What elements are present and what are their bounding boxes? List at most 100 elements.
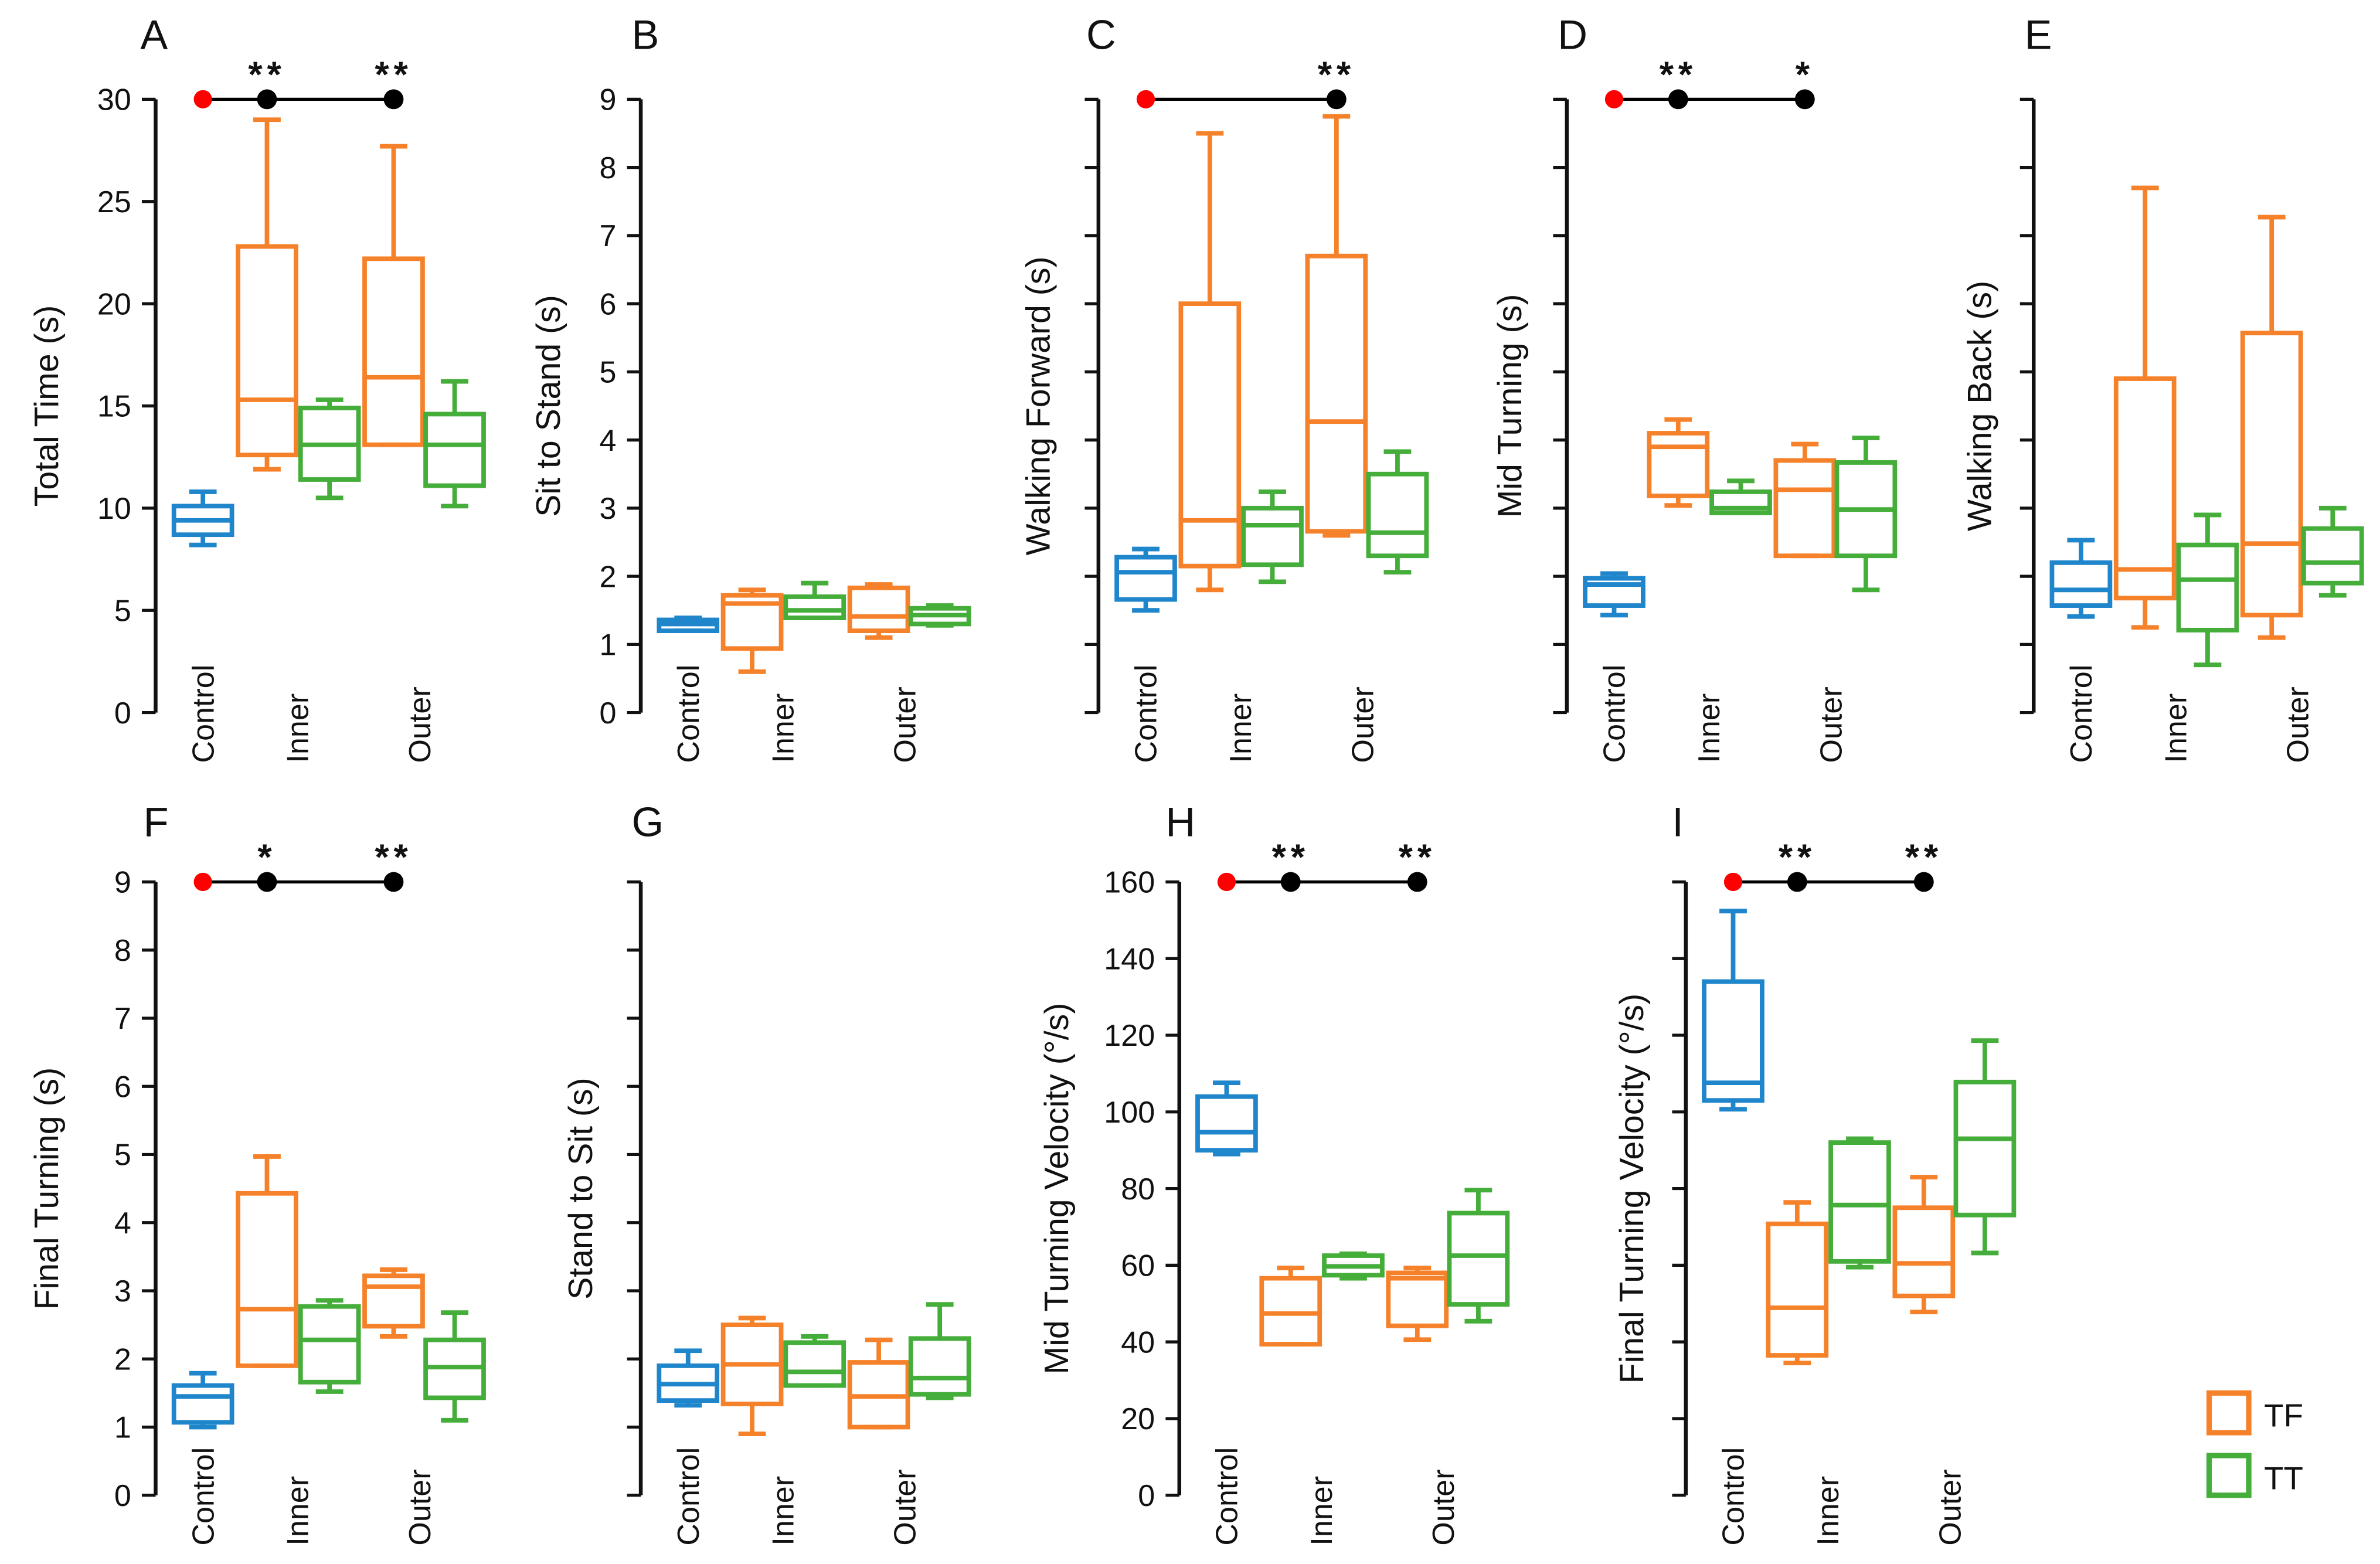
panel-letter: B bbox=[631, 11, 659, 57]
box-control bbox=[1583, 571, 1645, 618]
y-tick-label: 120 bbox=[1104, 1019, 1155, 1053]
iqr-box bbox=[2176, 542, 2239, 633]
box-inner-tt bbox=[783, 1334, 846, 1388]
panel-letter: I bbox=[1672, 798, 1684, 845]
y-tick-label: 5 bbox=[599, 356, 616, 390]
x-category-label: Outer bbox=[889, 1469, 923, 1545]
reference-dot bbox=[1217, 872, 1236, 892]
box-control bbox=[171, 489, 234, 548]
box-control bbox=[2049, 538, 2113, 619]
box-outer-tf bbox=[2240, 215, 2303, 640]
box-control bbox=[1195, 1080, 1258, 1157]
iqr-box bbox=[236, 1191, 298, 1368]
panel-letter: E bbox=[2025, 11, 2052, 57]
y-tick-label: 140 bbox=[1104, 942, 1155, 976]
iqr-box bbox=[423, 412, 486, 488]
box-outer-tf bbox=[362, 1267, 425, 1339]
box-inner-tf bbox=[236, 1154, 298, 1368]
significance-stars-inner: * bbox=[257, 837, 276, 878]
box-inner-tf bbox=[236, 117, 298, 472]
y-tick-label: 9 bbox=[114, 866, 131, 900]
y-axis-title: Walking Forward (s) bbox=[1020, 256, 1058, 555]
significance-dot-outer bbox=[1326, 89, 1347, 110]
box-inner-tt bbox=[298, 397, 361, 501]
y-axis-title: Mid Turning (s) bbox=[1491, 294, 1529, 518]
box-outer-tf bbox=[362, 144, 425, 447]
significance-stars-outer: ** bbox=[375, 837, 412, 878]
significance-dot-inner bbox=[257, 89, 277, 110]
y-tick-label: 4 bbox=[114, 1206, 131, 1240]
x-category-label: Outer bbox=[1427, 1469, 1461, 1545]
panel-letter: H bbox=[1165, 798, 1195, 845]
y-axis-title: Stand to Sit (s) bbox=[562, 1077, 600, 1300]
significance-stars-inner: ** bbox=[1272, 837, 1310, 878]
box-outer-tt bbox=[1366, 449, 1429, 575]
legend: TF TT bbox=[2206, 1390, 2303, 1498]
y-axis-title: Final Turning (s) bbox=[28, 1067, 66, 1310]
significance-dot-inner bbox=[1668, 89, 1688, 110]
legend-swatch-tt bbox=[2206, 1453, 2252, 1498]
x-category-label: Outer bbox=[403, 686, 437, 763]
box-inner-tt bbox=[1709, 478, 1772, 515]
iqr-box bbox=[1773, 458, 1837, 559]
legend-label-tf: TF bbox=[2264, 1398, 2303, 1434]
box-control bbox=[171, 1371, 234, 1430]
y-tick-label: 40 bbox=[1121, 1325, 1155, 1359]
box-inner-tt bbox=[1322, 1251, 1385, 1281]
panel-e: E Walking Back (s) Control Inner Outer bbox=[1961, 11, 2364, 763]
iqr-box bbox=[847, 585, 910, 633]
reference-dot bbox=[193, 90, 212, 108]
iqr-box bbox=[720, 593, 784, 651]
y-tick-label: 15 bbox=[97, 390, 131, 424]
box-inner-tt bbox=[298, 1298, 361, 1394]
iqr-box bbox=[236, 244, 298, 458]
legend-label-tt: TT bbox=[2264, 1460, 2303, 1496]
legend-swatch-tf bbox=[2206, 1390, 2252, 1436]
iqr-box bbox=[1828, 1140, 1891, 1264]
box-outer-tf bbox=[1305, 114, 1368, 538]
significance-dot-outer bbox=[383, 89, 404, 110]
significance-dot-inner bbox=[257, 872, 277, 892]
y-tick-label: 3 bbox=[114, 1274, 131, 1308]
x-category-label: Control bbox=[1211, 1447, 1245, 1546]
panel-h: H 0 20 40 60 80 100 120 140 160 Mid Turning Veloci… bbox=[1038, 798, 1510, 1546]
iqr-box bbox=[1114, 555, 1177, 602]
x-category-label: Control bbox=[186, 665, 220, 763]
y-tick-label: 0 bbox=[114, 696, 131, 730]
y-tick-label: 80 bbox=[1121, 1172, 1155, 1206]
box-inner-tf bbox=[1178, 131, 1242, 593]
y-tick-label: 5 bbox=[114, 1138, 131, 1172]
x-category-label: Inner bbox=[281, 1476, 315, 1546]
y-tick-label: 6 bbox=[114, 1070, 131, 1104]
box-outer-tt bbox=[1953, 1038, 2017, 1256]
iqr-box bbox=[1178, 301, 1242, 569]
reference-dot bbox=[1136, 90, 1155, 108]
reference-dot bbox=[193, 872, 212, 892]
y-tick-label: 0 bbox=[1138, 1479, 1155, 1513]
y-axis-title: Total Time (s) bbox=[28, 305, 66, 507]
box-inner-tf bbox=[720, 587, 784, 674]
y-tick-label: 100 bbox=[1104, 1096, 1155, 1130]
box-outer-tf bbox=[1773, 441, 1837, 559]
y-tick-label: 8 bbox=[114, 934, 131, 968]
iqr-box bbox=[783, 1340, 846, 1388]
box-inner-tf bbox=[2113, 185, 2177, 630]
iqr-box bbox=[1386, 1270, 1449, 1328]
y-tick-label: 4 bbox=[599, 424, 616, 458]
x-category-label: Outer bbox=[1346, 686, 1380, 763]
x-category-label: Inner bbox=[281, 693, 315, 763]
panel-c: C Walking Forward (s) Control Inner Outer ** bbox=[1020, 11, 1429, 763]
x-category-label: Inner bbox=[1305, 1476, 1339, 1546]
y-tick-label: 1 bbox=[114, 1411, 131, 1445]
significance-dot-outer bbox=[383, 872, 404, 892]
x-category-label: Control bbox=[1598, 665, 1632, 763]
significance-stars-outer: ** bbox=[1905, 837, 1943, 878]
panel-b: B 0 1 2 3 4 5 6 7 8 9 Sit to Stand (s) Control Inner O… bbox=[530, 11, 971, 763]
iqr-box bbox=[1892, 1205, 1956, 1298]
significance-stars-outer: ** bbox=[1318, 55, 1355, 96]
box-outer-tt bbox=[1447, 1188, 1510, 1324]
box-outer-tt bbox=[908, 603, 971, 628]
significance-stars-inner: ** bbox=[1779, 837, 1816, 878]
box-outer-tf bbox=[847, 582, 910, 640]
panel-letter: G bbox=[631, 798, 664, 845]
